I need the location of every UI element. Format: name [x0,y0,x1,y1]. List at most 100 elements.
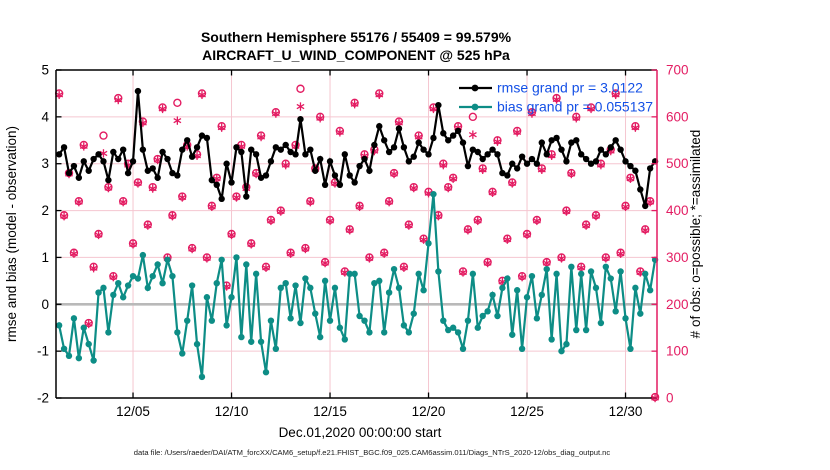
bias-point [238,333,245,341]
obs-possible-markers [54,84,660,402]
bias-point [538,291,546,299]
rmse-point [632,167,639,174]
rmse-point [119,146,127,153]
rmse-point [95,151,102,158]
axis-ticks [56,69,657,399]
rmse-point [617,146,624,153]
rmse-point [568,139,575,146]
rmse-point [440,130,447,137]
bias-point [361,317,368,324]
rmse-point [267,158,275,165]
rmse-point [410,153,417,160]
assimilated-obs-marker [217,123,226,132]
rmse-point [385,148,393,156]
bias-point [85,340,92,348]
assimilated-obs-marker [493,137,502,146]
assimilated-obs-marker [562,207,571,216]
possible-obs-marker [173,98,182,108]
assimilated-obs-marker [390,169,399,179]
bias-point [533,315,541,322]
bias-point [302,275,309,282]
rmse-point [85,167,92,174]
bias-point [248,338,255,345]
assimilated-obs-marker [429,104,438,114]
bias-point [395,284,403,292]
x-tick-label: 12/30 [609,404,643,419]
assimilated-obs-marker [621,202,630,212]
assimilated-obs-marker [114,95,123,105]
assimilated-obs-marker [518,272,527,282]
bias-point [336,324,344,331]
assimilated-obs-marker [335,128,344,137]
assimilated-obs-marker [89,264,98,273]
bias-point [607,275,614,282]
assimilated-obs-marker [567,169,576,179]
assimilated-obs-marker [552,95,561,104]
x-axis-label: Dec.01,2020 00:00:00 start [279,425,442,440]
bias-point [617,268,624,275]
assimilated-obs-marker [572,114,581,123]
rmse-point [622,158,629,165]
rmse-point [282,141,289,149]
bias-point [543,265,550,273]
rmse-point [479,155,486,163]
rmse-point [252,151,260,158]
bias-point [154,261,161,268]
rmse-point [518,153,526,160]
assimilated-obs-marker [439,160,448,170]
rmse-point [233,144,240,151]
rmse-point [228,179,235,186]
right-y-axis-label: # of obs: o=possible; *=assimilated [688,130,703,339]
bias-point [312,310,319,317]
bias-point [622,315,629,322]
rmse-point [607,144,614,151]
rmse-point [75,174,83,181]
assimilated-obs-marker [355,202,364,212]
bias-point [60,345,68,352]
bias-point [440,317,447,324]
bias-point [366,329,373,336]
rmse-point [262,172,270,179]
bias-point [252,270,260,278]
bias-point [479,312,486,320]
rmse-point [277,146,284,153]
assimilated-obs-marker [316,114,325,123]
assimilated-obs-marker [109,272,118,282]
assimilated-obs-marker [483,258,492,268]
assimilated-obs-marker [252,169,261,179]
rmse-point [257,174,265,181]
bias-point [642,270,649,278]
rmse-point [80,158,87,165]
assimilated-obs-marker [449,174,458,183]
assimilated-obs-marker [641,226,650,235]
rmse-point [366,167,373,174]
assimilated-obs-marker [84,319,93,329]
assimilated-obs-marker [557,254,566,263]
assimilated-obs-marker [365,254,374,263]
bias-point [445,326,452,334]
rmse-point [90,155,97,163]
rmse-point [159,148,166,156]
bias-point [341,336,349,343]
rmse-point [321,181,329,188]
rmse-point [316,155,324,163]
bias-point [351,270,358,278]
assimilated-obs-marker [74,197,83,207]
rmse-point [65,169,73,177]
assimilated-obs-marker [232,193,241,202]
rmse-point [336,181,344,188]
rmse-point [174,172,181,179]
bias-point [218,256,225,263]
rmse-point [543,151,550,158]
assimilated-obs-marker [143,221,152,230]
bias-point [55,322,63,329]
assimilated-obs-marker [463,226,472,235]
left-y-tick-label: 4 [41,109,49,124]
bias-point [627,345,634,352]
rmse-point [509,160,516,167]
assimilated-obs-marker [281,160,290,170]
assimilated-obs-marker [133,179,142,188]
bias-point [213,280,220,287]
rmse-point [484,151,491,158]
